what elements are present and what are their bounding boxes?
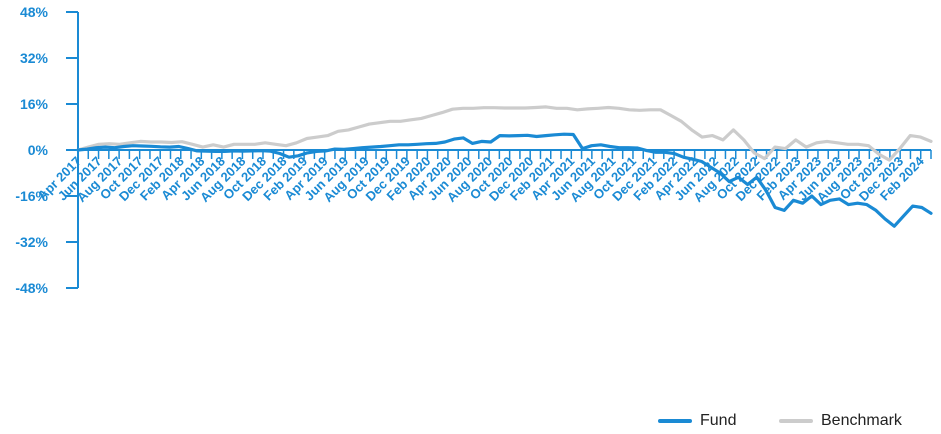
series-lines xyxy=(76,105,933,228)
legend-swatch-benchmark xyxy=(779,419,813,423)
y-tick-label: -48% xyxy=(15,280,48,296)
y-tick-label: 0% xyxy=(28,142,49,158)
series-line-fund xyxy=(76,132,933,228)
legend-swatch-fund xyxy=(658,419,692,423)
series-line-benchmark xyxy=(76,105,933,162)
legend-item-benchmark[interactable]: Benchmark xyxy=(779,412,902,430)
y-axis: 48% 32% 16% 0% -16% -32% -48% xyxy=(15,4,79,296)
legend-label-benchmark: Benchmark xyxy=(821,412,902,429)
y-tick-label: -32% xyxy=(15,234,48,250)
legend: Fund Benchmark xyxy=(0,412,941,434)
legend-label-fund: Fund xyxy=(700,412,737,429)
y-tick-label: -16% xyxy=(15,188,48,204)
y-tick-label: 48% xyxy=(20,4,49,20)
y-tick-label: 32% xyxy=(20,50,49,66)
legend-item-fund[interactable]: Fund xyxy=(658,412,736,430)
y-tick-label: 16% xyxy=(20,96,49,112)
